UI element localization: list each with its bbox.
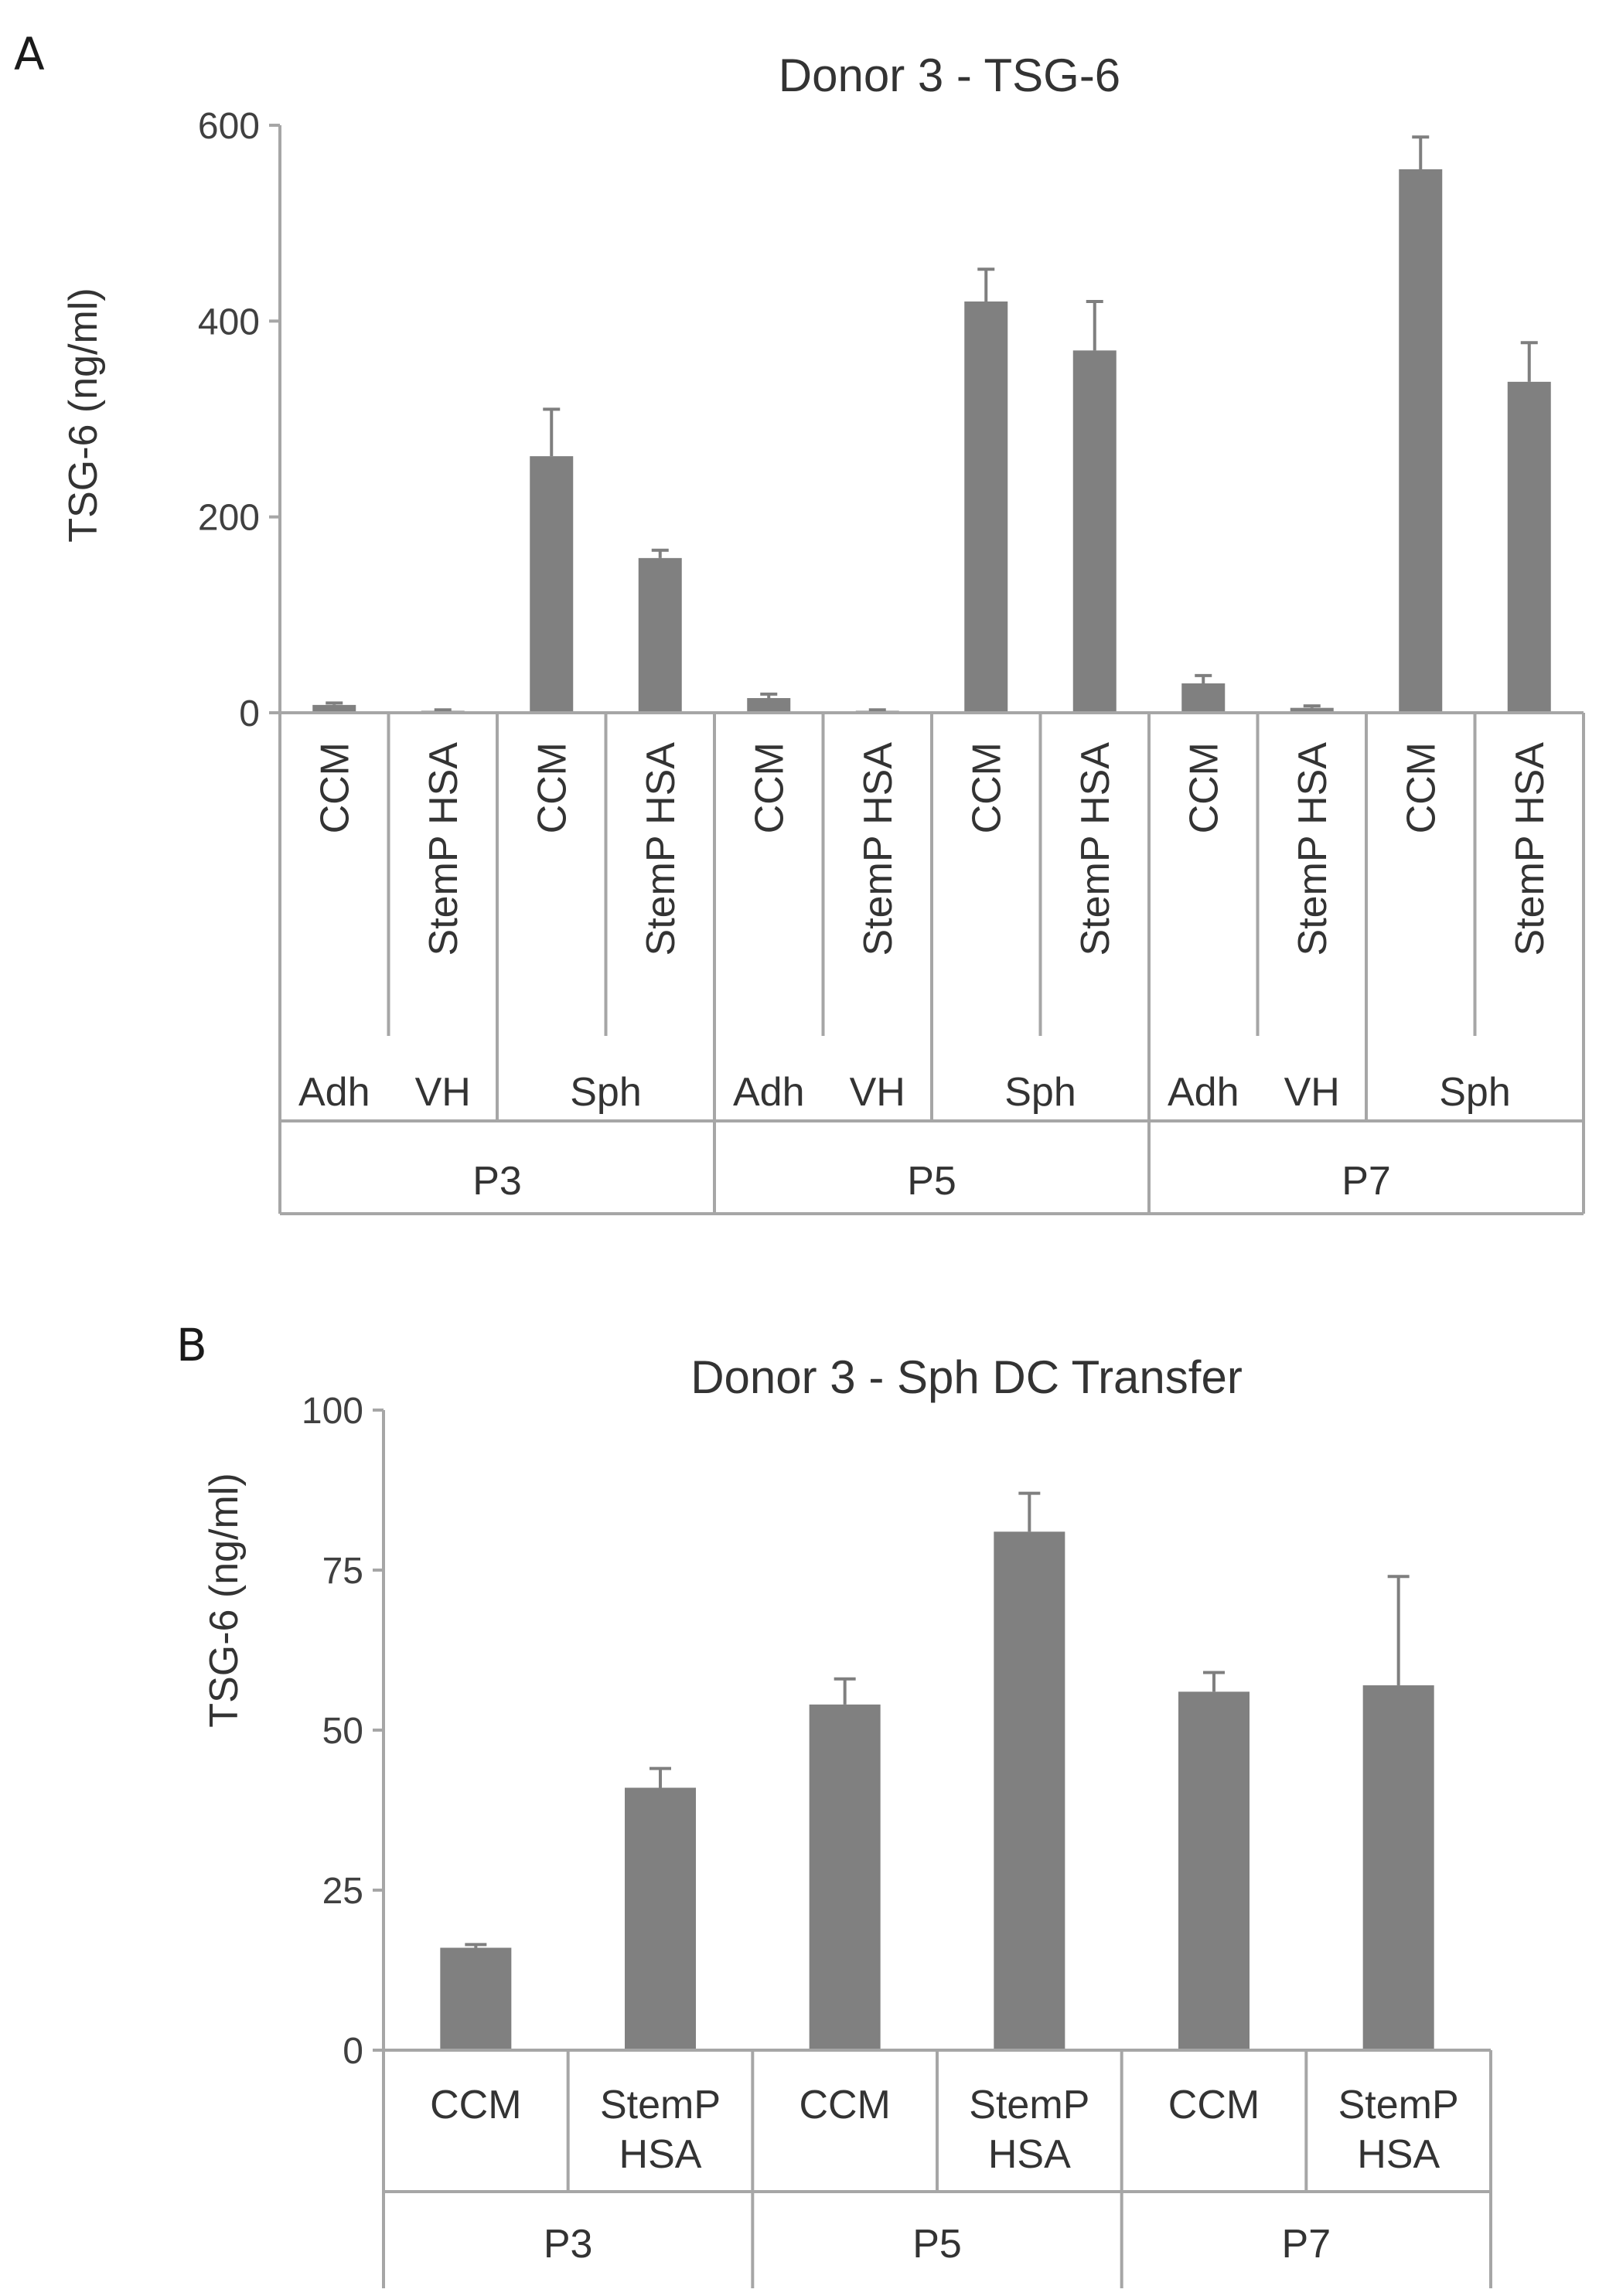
- panel-b-axes: [382, 1410, 1492, 2288]
- y-tick-label: 200: [198, 498, 260, 539]
- y-tick-label: 600: [198, 106, 260, 147]
- bar: [1181, 683, 1226, 713]
- group-label: Adh: [1168, 1070, 1239, 1115]
- passage-label: P5: [912, 2222, 962, 2267]
- panel-a-letter: A: [14, 28, 45, 80]
- category-label: CCM: [799, 2083, 890, 2127]
- bar: [809, 1704, 881, 2050]
- y-tick-label: 400: [198, 301, 260, 342]
- category-label: HSA: [619, 2132, 702, 2177]
- y-tick-label: 50: [322, 1711, 363, 1752]
- group-label: VH: [415, 1070, 471, 1115]
- y-tick-label: 0: [239, 693, 260, 734]
- panel-b-category-labels: CCM StemP HSA CCM StemP HSA CCM StemP HSA: [430, 2083, 1459, 2177]
- group-label: Adh: [298, 1070, 370, 1115]
- category-label: CCM: [430, 2083, 521, 2127]
- panel-b-passage-labels: P3 P5 P7: [544, 2222, 1331, 2267]
- panel-b-y-ticks: 0 25 50 75 100: [302, 1391, 384, 2072]
- panel-a-error-bars: [326, 135, 1538, 712]
- bar: [638, 557, 682, 713]
- category-label: CCM: [1399, 742, 1444, 833]
- passage-label: P7: [1282, 2222, 1331, 2267]
- panel-a: A Donor 3 - TSG-6 TSG-6 (ng/ml) 0 200 400 6…: [14, 28, 1585, 1215]
- category-label: CCM: [747, 742, 792, 833]
- bar: [312, 704, 356, 713]
- category-label: CCM: [312, 742, 357, 833]
- panel-b-letter: B: [176, 1319, 207, 1371]
- panel-a-title: Donor 3 - TSG-6: [779, 49, 1120, 101]
- panel-a-bars: [312, 169, 1551, 713]
- panel-a-group-labels: Adh VH Sph Adh VH Sph Adh VH Sph: [298, 1070, 1511, 1115]
- group-label: VH: [1284, 1070, 1340, 1115]
- panel-a-passage-labels: P3 P5 P7: [472, 1159, 1391, 1204]
- panel-a-y-axis-label: TSG-6 (ng/ml): [61, 288, 106, 542]
- y-tick-label: 0: [343, 2031, 363, 2072]
- panel-a-axes: [278, 125, 1585, 1215]
- category-label: CCM: [530, 742, 574, 833]
- passage-label: P3: [472, 1159, 522, 1204]
- group-label: Sph: [570, 1070, 642, 1115]
- panel-b: B Donor 3 - Sph DC Transfer TSG-6 (ng/ml…: [176, 1319, 1492, 2288]
- bar: [1362, 1685, 1434, 2050]
- panel-b-y-axis-label: TSG-6 (ng/ml): [202, 1473, 247, 1727]
- bar: [1178, 1691, 1250, 2050]
- bar: [964, 301, 1008, 713]
- panel-a-y-ticks: 0 200 400 600: [198, 106, 280, 734]
- panel-b-error-bars: [465, 1491, 1410, 1948]
- group-label: Adh: [733, 1070, 805, 1115]
- passage-label: P3: [544, 2222, 593, 2267]
- category-label: StemP: [969, 2083, 1089, 2127]
- y-tick-label: 100: [302, 1391, 363, 1432]
- bar: [440, 1947, 512, 2050]
- category-label: StemP: [600, 2083, 721, 2127]
- bar: [530, 456, 574, 713]
- group-label: Sph: [1439, 1070, 1511, 1115]
- panel-b-title: Donor 3 - Sph DC Transfer: [690, 1351, 1243, 1403]
- category-label: CCM: [1168, 2083, 1260, 2127]
- category-label: StemP HSA: [1073, 742, 1118, 956]
- category-label: StemP HSA: [1508, 742, 1553, 956]
- category-label: StemP HSA: [421, 742, 466, 956]
- passage-label: P5: [907, 1159, 956, 1204]
- y-tick-label: 75: [322, 1551, 363, 1592]
- category-label: StemP HSA: [639, 742, 684, 956]
- category-label: StemP: [1338, 2083, 1459, 2127]
- category-label: StemP HSA: [1290, 742, 1335, 956]
- panel-a-category-labels: CCM StemP HSA CCM StemP HSA CCM StemP HSA CCM S…: [312, 742, 1553, 956]
- y-tick-label: 25: [322, 1871, 363, 1912]
- panel-b-bars: [440, 1531, 1434, 2050]
- bar: [1507, 381, 1551, 713]
- bar: [747, 698, 791, 713]
- category-label: HSA: [988, 2132, 1071, 2177]
- bar: [1290, 707, 1334, 713]
- bar: [1072, 350, 1117, 713]
- bar: [1399, 169, 1443, 713]
- category-label: StemP HSA: [856, 742, 901, 956]
- bar: [994, 1531, 1065, 2050]
- category-label: CCM: [964, 742, 1009, 833]
- category-label: HSA: [1357, 2132, 1440, 2177]
- category-label: CCM: [1181, 742, 1226, 833]
- bar: [625, 1787, 696, 2050]
- group-label: VH: [850, 1070, 905, 1115]
- group-label: Sph: [1004, 1070, 1076, 1115]
- passage-label: P7: [1342, 1159, 1391, 1204]
